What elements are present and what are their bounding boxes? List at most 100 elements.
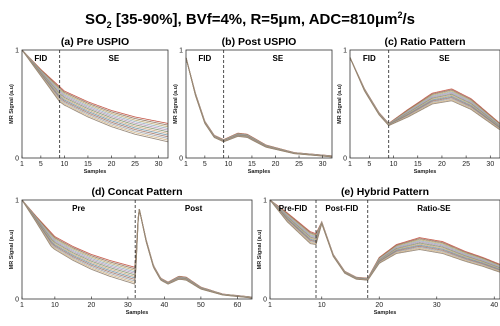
x-tick-label: 10 — [60, 161, 68, 168]
x-axis-label: Samples — [374, 310, 397, 316]
series-line — [349, 57, 500, 126]
segment-label: SE — [109, 54, 120, 63]
series-line — [349, 57, 500, 128]
series-line — [21, 49, 169, 143]
series-line — [349, 57, 500, 128]
y-axis-label: MR Signal (a.u) — [173, 84, 179, 124]
x-tick-label: 15 — [248, 161, 256, 168]
series-line — [269, 199, 500, 281]
series-line — [21, 49, 169, 134]
panel-title: (d) Concat Pattern — [91, 186, 182, 198]
series-line — [269, 199, 500, 281]
panel-title: (c) Ratio Pattern — [384, 36, 465, 48]
series-line — [21, 49, 169, 128]
series-line — [349, 57, 500, 127]
y-tick-label: 0 — [343, 156, 347, 163]
x-tick-label: 25 — [131, 161, 139, 168]
series-line — [349, 57, 500, 129]
x-tick-label: 10 — [318, 302, 326, 309]
y-axis-label: MR Signal (a.u) — [257, 229, 263, 269]
y-tick-label: 0 — [15, 156, 19, 163]
plot-frame — [185, 49, 333, 159]
y-tick-label: 1 — [263, 198, 267, 205]
series-line — [21, 49, 169, 133]
series-line — [21, 49, 169, 131]
y-tick-label: 0 — [263, 297, 267, 304]
x-axis-label: Samples — [248, 169, 271, 175]
x-axis-label: Samples — [414, 169, 437, 175]
x-tick-label: 30 — [433, 302, 441, 309]
segment-label: FID — [34, 54, 47, 63]
x-tick-label: 15 — [84, 161, 92, 168]
x-tick-label: 20 — [87, 302, 95, 309]
panel-title: (b) Post USPIO — [222, 36, 297, 48]
x-tick-label: 1 — [20, 161, 24, 168]
figure-title: SO2 [35-90%], BVf=4%, R=5μm, ADC=810μm2/… — [85, 10, 415, 30]
chart-panel: (e) Hybrid Pattern Pre-FID Post-FID Ratio-S… — [257, 186, 500, 316]
plot-frame — [269, 199, 500, 300]
y-tick-label: 0 — [15, 297, 19, 304]
x-tick-label: 60 — [233, 302, 241, 309]
x-tick-label: 25 — [295, 161, 303, 168]
segment-label: FID — [363, 54, 376, 63]
segment-label: Post-FID — [325, 204, 358, 213]
series-line — [21, 49, 169, 129]
series-line — [185, 57, 333, 157]
y-axis-label: MR Signal (a.u) — [9, 84, 15, 124]
series-line — [21, 49, 169, 136]
segment-label: Pre-FID — [279, 204, 308, 213]
series-line — [21, 49, 169, 124]
x-tick-label: 1 — [268, 302, 272, 309]
plot-frame — [21, 49, 169, 159]
x-tick-label: 10 — [51, 302, 59, 309]
x-tick-label: 5 — [203, 161, 207, 168]
series-line — [269, 199, 500, 280]
x-axis-label: Samples — [84, 169, 107, 175]
series-line — [21, 49, 169, 126]
series-line — [269, 199, 500, 280]
segment-label: Pre — [72, 204, 85, 213]
segment-label: FID — [198, 54, 211, 63]
x-tick-label: 10 — [390, 161, 398, 168]
series-line — [269, 199, 500, 281]
x-axis-label: Samples — [126, 310, 149, 316]
plot-frame — [349, 49, 500, 159]
x-tick-label: 40 — [490, 302, 498, 309]
series-line — [349, 57, 500, 130]
y-tick-label: 1 — [15, 48, 19, 55]
x-tick-label: 30 — [319, 161, 327, 168]
panel-title: (a) Pre USPIO — [61, 36, 129, 48]
y-tick-label: 1 — [179, 48, 183, 55]
series-line — [349, 57, 500, 131]
x-tick-label: 1 — [348, 161, 352, 168]
series-line — [349, 57, 500, 130]
x-tick-label: 1 — [20, 302, 24, 309]
series-line — [21, 49, 169, 141]
x-tick-label: 10 — [224, 161, 232, 168]
x-tick-label: 20 — [438, 161, 446, 168]
series-line — [349, 57, 500, 127]
y-tick-label: 1 — [15, 198, 19, 205]
x-tick-label: 20 — [272, 161, 280, 168]
segment-label: SE — [273, 54, 284, 63]
series-line — [269, 199, 500, 279]
x-tick-label: 30 — [124, 302, 132, 309]
x-tick-label: 30 — [155, 161, 163, 168]
series-line — [269, 199, 500, 279]
x-tick-label: 1 — [184, 161, 188, 168]
x-tick-label: 5 — [39, 161, 43, 168]
series-line — [21, 49, 169, 139]
series-line — [269, 199, 500, 280]
x-tick-label: 20 — [375, 302, 383, 309]
x-tick-label: 50 — [197, 302, 205, 309]
series-line — [269, 199, 500, 280]
panel-title: (e) Hybrid Pattern — [341, 186, 429, 198]
x-tick-label: 15 — [414, 161, 422, 168]
series-line — [269, 199, 500, 281]
x-tick-label: 20 — [108, 161, 116, 168]
series-line — [269, 199, 500, 280]
series-line — [21, 49, 169, 138]
